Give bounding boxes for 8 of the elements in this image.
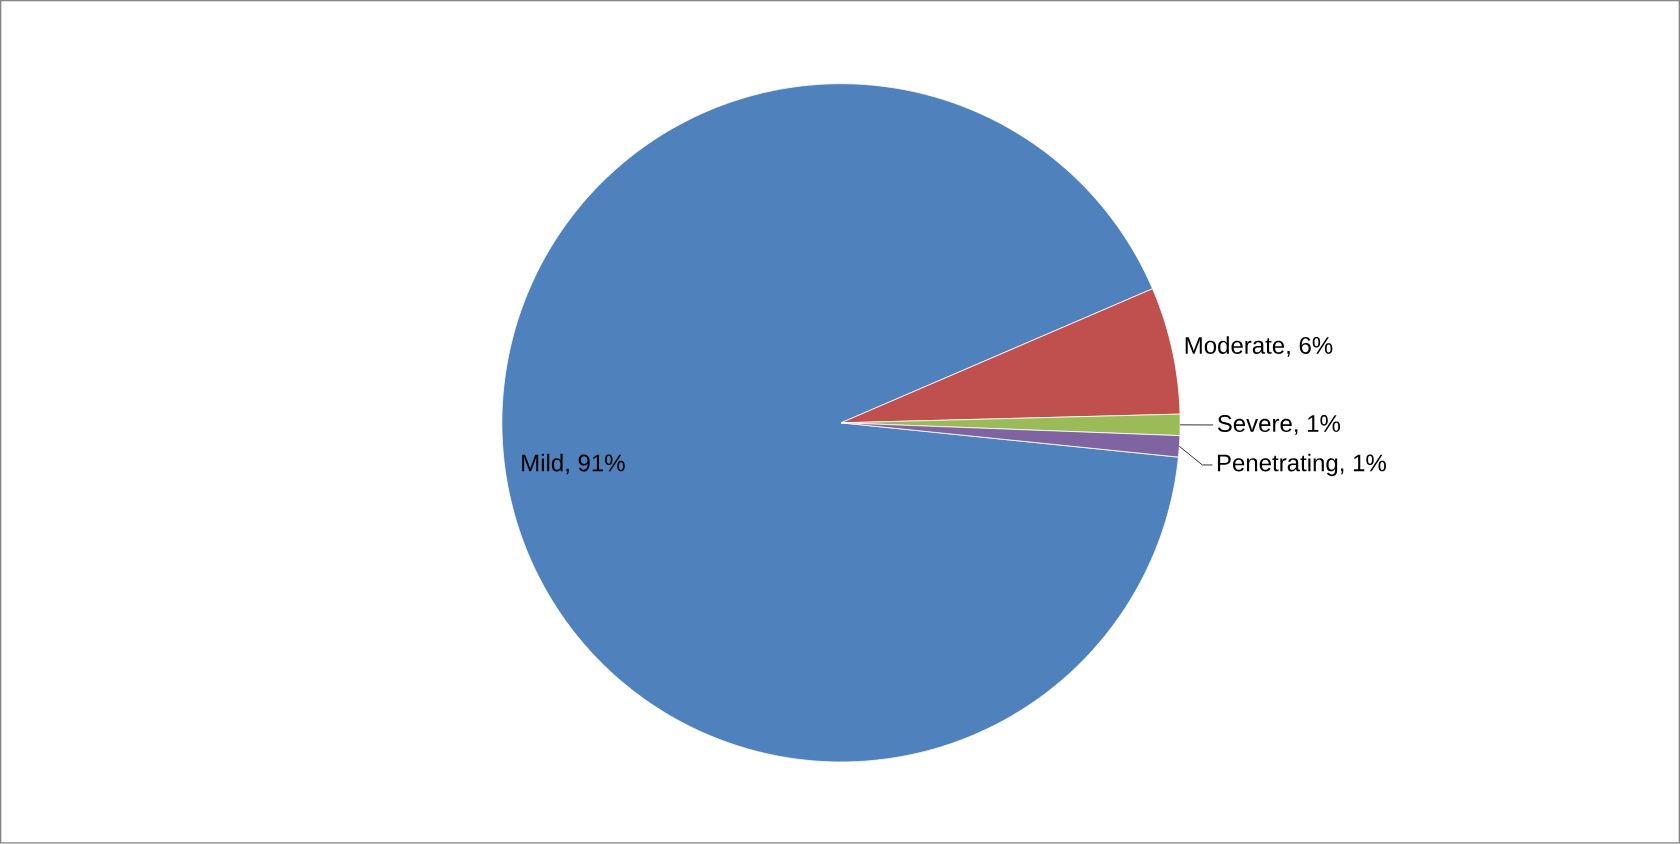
- data-label: , 6%: [1287, 337, 1333, 357]
- data-label: , 1%: [1340, 454, 1386, 475]
- slice-label: Moderate: [1185, 336, 1285, 355]
- data-label: , 1%: [1295, 415, 1341, 436]
- slice-label: Mild: [522, 453, 563, 472]
- slice-label: Severe: [1217, 415, 1292, 433]
- data-label: , 91%: [566, 454, 625, 475]
- slice-label: Penetrating: [1217, 453, 1338, 477]
